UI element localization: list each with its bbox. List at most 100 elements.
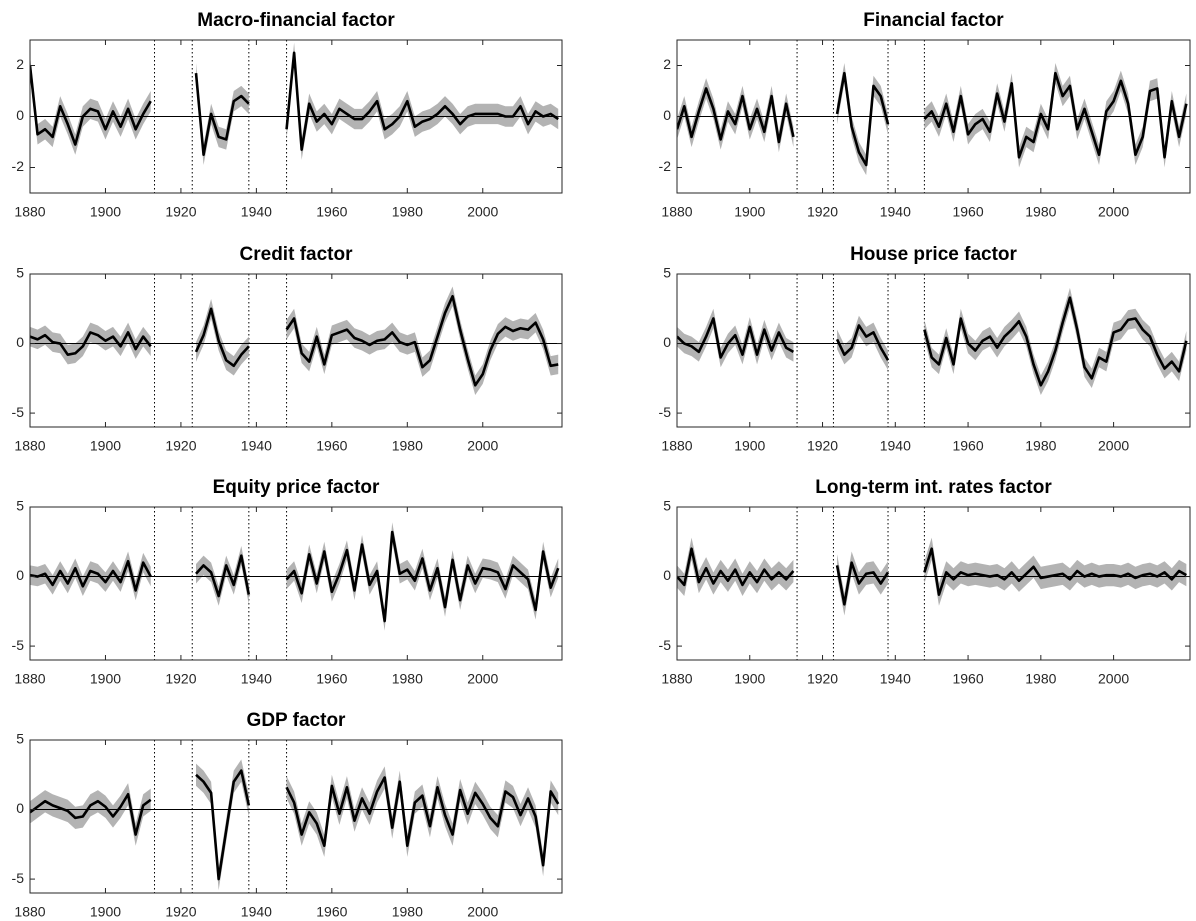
x-tick-label: 1920 [807, 204, 838, 220]
plot-area [30, 274, 562, 427]
y-tick-label: 0 [16, 334, 24, 350]
factor-line [30, 769, 560, 881]
x-tick-label: 1880 [661, 438, 692, 454]
x-tick-label: 1880 [661, 204, 692, 220]
x-tick-label: 1980 [1025, 438, 1056, 454]
x-tick-label: 1900 [90, 904, 121, 920]
axes-box [676, 506, 1191, 661]
x-tick-label: 1900 [734, 204, 765, 220]
x-tick-label: 1880 [14, 671, 45, 687]
x-tick-label: 1920 [165, 671, 196, 687]
plot-area [30, 740, 562, 893]
factor-line [30, 51, 559, 157]
y-tick-label: 0 [663, 107, 671, 123]
x-tick-label: 1900 [90, 671, 121, 687]
confidence-band [30, 759, 559, 891]
x-tick-label: 1980 [392, 671, 423, 687]
plot-area [677, 274, 1190, 427]
x-tick-label: 1980 [392, 904, 423, 920]
chart-title: Long-term int. rates factor [815, 477, 1052, 498]
chart-title: Equity price factor [213, 477, 380, 498]
chart-title: Credit factor [240, 244, 354, 265]
x-tick-label: 1940 [241, 904, 272, 920]
x-tick-label: 1880 [14, 204, 45, 220]
x-tick-label: 2000 [1098, 438, 1129, 454]
factor-line [30, 530, 560, 623]
x-tick-label: 1900 [90, 204, 121, 220]
chart-title: Macro-financial factor [197, 10, 395, 31]
y-tick-label: -2 [659, 158, 672, 174]
plot-area [30, 507, 562, 660]
y-tick-label: -5 [12, 404, 25, 420]
x-tick-label: 1900 [734, 671, 765, 687]
y-tick-label: 2 [663, 56, 671, 72]
x-tick-label: 1940 [241, 438, 272, 454]
x-tick-label: 1980 [392, 438, 423, 454]
x-tick-label: 2000 [1098, 204, 1129, 220]
x-tick-label: 1960 [316, 438, 347, 454]
x-tick-label: 1940 [241, 671, 272, 687]
factor-line [30, 294, 559, 387]
axes-box [29, 506, 563, 661]
x-tick-label: 1940 [880, 204, 911, 220]
plot-area [677, 40, 1190, 193]
y-tick-label: -5 [659, 404, 672, 420]
x-tick-label: 1960 [952, 671, 983, 687]
x-tick-label: 1960 [952, 204, 983, 220]
x-tick-label: 1960 [316, 671, 347, 687]
confidence-band [30, 286, 559, 396]
x-tick-label: 1940 [880, 438, 911, 454]
x-tick-label: 2000 [467, 438, 498, 454]
axes-box [29, 739, 563, 894]
x-tick-label: 1960 [952, 438, 983, 454]
chart-title: House price factor [850, 244, 1017, 265]
x-tick-label: 1880 [14, 438, 45, 454]
confidence-band [677, 62, 1187, 176]
x-tick-label: 1960 [316, 204, 347, 220]
axes-box [676, 273, 1191, 428]
x-tick-label: 1920 [807, 438, 838, 454]
plot-area [677, 507, 1190, 660]
x-tick-label: 1960 [316, 904, 347, 920]
chart-title: GDP factor [247, 710, 347, 731]
confidence-band [677, 287, 1187, 396]
x-tick-label: 2000 [467, 204, 498, 220]
x-tick-label: 1980 [392, 204, 423, 220]
y-tick-label: 5 [16, 498, 24, 514]
x-tick-label: 1940 [241, 204, 272, 220]
y-tick-label: 5 [16, 731, 24, 747]
x-tick-label: 1900 [734, 438, 765, 454]
y-tick-label: 0 [663, 567, 671, 583]
x-tick-label: 1920 [165, 904, 196, 920]
x-tick-label: 1920 [807, 671, 838, 687]
x-tick-label: 1880 [14, 904, 45, 920]
x-tick-label: 1880 [661, 671, 692, 687]
axes-bg [30, 274, 562, 427]
x-tick-label: 1980 [1025, 671, 1056, 687]
y-tick-label: 2 [16, 56, 24, 72]
factor-line [677, 296, 1188, 387]
x-tick-label: 1900 [90, 438, 121, 454]
x-tick-label: 1920 [165, 438, 196, 454]
y-tick-label: -5 [12, 637, 25, 653]
x-tick-label: 2000 [467, 671, 498, 687]
y-tick-label: 5 [16, 265, 24, 281]
y-tick-label: -2 [12, 158, 25, 174]
y-tick-label: 0 [16, 107, 24, 123]
x-tick-label: 2000 [467, 904, 498, 920]
x-tick-label: 1940 [880, 671, 911, 687]
y-tick-label: 0 [16, 567, 24, 583]
chart-title: Financial factor [863, 10, 1004, 31]
y-tick-label: 0 [663, 334, 671, 350]
x-tick-label: 1920 [165, 204, 196, 220]
x-tick-label: 1980 [1025, 204, 1056, 220]
axes-box [29, 273, 563, 428]
y-tick-label: -5 [12, 870, 25, 886]
y-tick-label: 5 [663, 265, 671, 281]
y-tick-label: -5 [659, 637, 672, 653]
factor-line [677, 71, 1188, 167]
confidence-band [30, 42, 559, 165]
plot-area [30, 40, 562, 193]
x-tick-label: 2000 [1098, 671, 1129, 687]
